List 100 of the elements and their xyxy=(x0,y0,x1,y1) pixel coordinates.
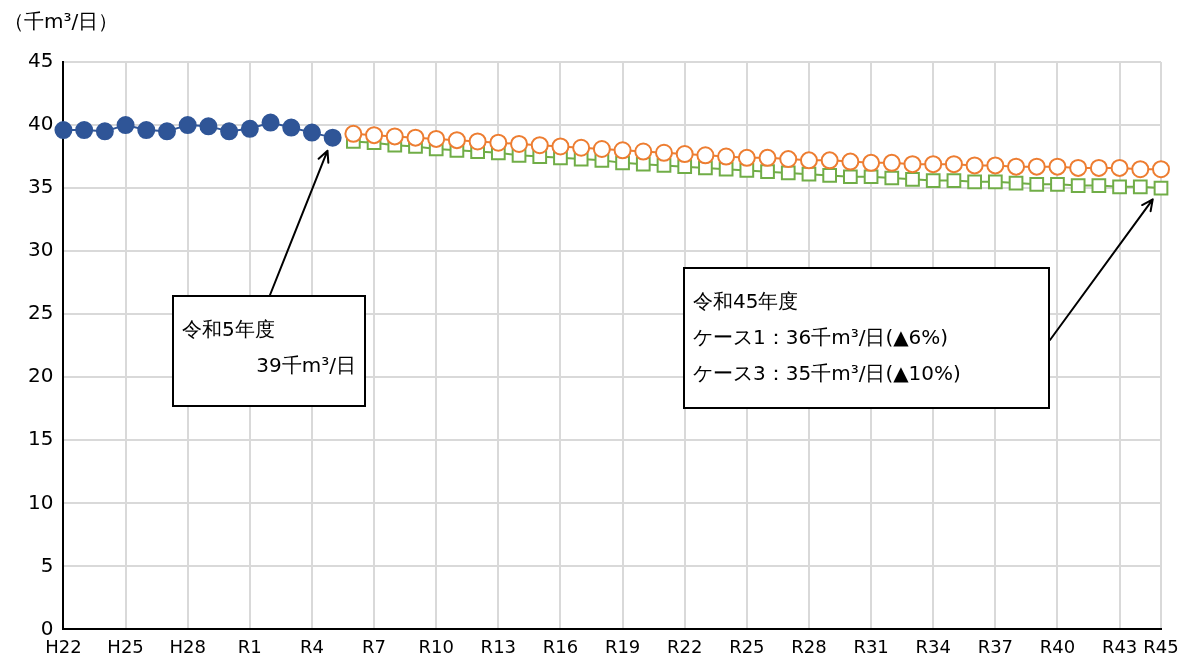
point xyxy=(820,151,839,170)
point xyxy=(95,122,114,141)
point xyxy=(779,150,798,169)
point xyxy=(655,143,673,162)
y-tick-label: 35 xyxy=(28,174,54,199)
point xyxy=(696,146,715,165)
point xyxy=(675,145,694,164)
x-tick-label: R4 xyxy=(299,635,324,657)
point xyxy=(1131,160,1150,179)
point xyxy=(944,155,963,174)
point xyxy=(220,122,239,141)
point xyxy=(1153,180,1169,196)
x-tick-label: R22 xyxy=(666,635,703,657)
point xyxy=(468,132,487,151)
point xyxy=(987,174,1003,190)
point xyxy=(925,173,941,188)
point xyxy=(801,166,817,182)
y-tick-label: 40 xyxy=(28,111,54,136)
annotation: 令和5年度 xyxy=(182,316,276,343)
point xyxy=(302,123,321,142)
point xyxy=(447,131,466,150)
point xyxy=(882,153,901,172)
y-axis-title: （千m³/日） xyxy=(4,8,119,35)
point xyxy=(178,116,197,135)
point xyxy=(924,155,943,174)
point xyxy=(427,129,446,148)
point xyxy=(116,116,135,135)
point xyxy=(1132,179,1148,195)
annotation: 39千m³/日 xyxy=(255,352,356,379)
point xyxy=(613,141,632,160)
point xyxy=(530,136,549,155)
point xyxy=(841,152,860,171)
point xyxy=(592,140,611,158)
point xyxy=(862,153,881,172)
x-tick-label: R13 xyxy=(480,635,517,657)
point xyxy=(261,113,280,132)
point xyxy=(1008,175,1024,191)
x-tick-label: H28 xyxy=(169,635,206,657)
point xyxy=(1091,178,1107,193)
y-tick-label: 10 xyxy=(28,489,54,514)
point xyxy=(760,164,775,180)
point xyxy=(385,127,404,146)
x-tick-label: R40 xyxy=(1039,635,1076,657)
point xyxy=(54,121,73,140)
point xyxy=(199,117,218,136)
point xyxy=(323,128,342,147)
point xyxy=(1048,157,1067,176)
point xyxy=(551,137,570,156)
point xyxy=(282,118,301,137)
x-tick-label: H25 xyxy=(107,635,144,657)
x-tick-label: R7 xyxy=(362,635,387,657)
point xyxy=(822,168,838,183)
x-tick-label: R31 xyxy=(853,635,889,657)
y-tick-label: 25 xyxy=(28,300,54,325)
x-tick-label: R10 xyxy=(418,635,454,657)
point xyxy=(1110,158,1129,177)
point xyxy=(967,174,982,190)
x-tick-label: R45 xyxy=(1143,635,1179,657)
point xyxy=(365,126,384,145)
point xyxy=(1007,157,1026,176)
point xyxy=(240,119,259,138)
point xyxy=(884,170,900,186)
x-tick-label: R28 xyxy=(791,635,827,657)
callout-box: 令和45年度 ケース1：36千m³/日(▲6%) ケース3：35千m³/日(▲10%) xyxy=(683,267,1050,409)
x-tick-label: R34 xyxy=(915,635,951,657)
point xyxy=(1050,176,1065,192)
point xyxy=(986,156,1005,175)
point xyxy=(137,121,156,140)
x-tick-label: R16 xyxy=(542,635,579,657)
point xyxy=(780,165,796,181)
point xyxy=(572,138,591,157)
y-tick-label: 15 xyxy=(28,426,54,451)
point xyxy=(1070,178,1086,193)
y-tick-label: 20 xyxy=(28,363,54,388)
point xyxy=(1029,176,1045,192)
point xyxy=(799,151,818,170)
point xyxy=(344,124,363,143)
point xyxy=(1089,158,1108,177)
annotation: 令和45年度 xyxy=(693,288,800,315)
point xyxy=(1069,158,1088,177)
point xyxy=(75,121,94,140)
point xyxy=(1112,179,1127,195)
point xyxy=(843,169,858,185)
point xyxy=(737,148,756,167)
point xyxy=(717,147,736,166)
y-tick-label: 30 xyxy=(28,237,54,262)
callout-box: 令和5年度 39千m³/日 xyxy=(172,295,366,407)
point xyxy=(903,155,922,174)
point xyxy=(634,142,653,161)
annotation: ケース1：36千m³/日(▲6%) xyxy=(693,324,950,351)
point xyxy=(157,122,176,141)
point xyxy=(406,128,425,147)
point xyxy=(1027,157,1046,176)
annotation: ケース3：35千m³/日(▲10%) xyxy=(693,360,962,387)
y-tick-label: 5 xyxy=(40,552,54,577)
x-tick-label: R19 xyxy=(604,635,641,657)
point xyxy=(965,156,984,175)
point xyxy=(758,148,777,167)
point xyxy=(510,134,529,153)
x-tick-label: R43 xyxy=(1101,635,1138,657)
